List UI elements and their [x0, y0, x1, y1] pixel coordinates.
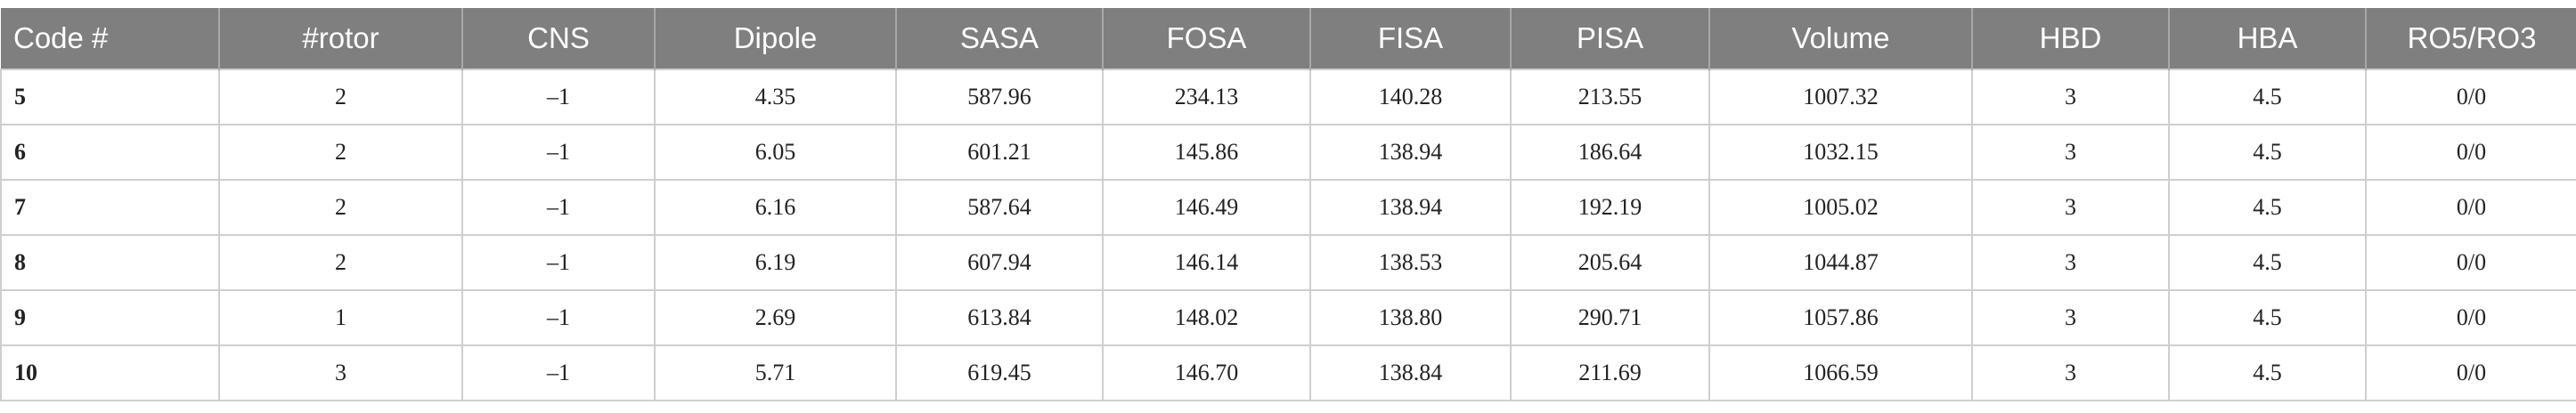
table-row: 7 2 –1 6.16 587.64 146.49 138.94 192.19 1005.02 3… [0, 179, 2576, 236]
table-cell: 619.45 [895, 344, 1104, 401]
table-row: 5 2 –1 4.35 587.96 234.13 140.28 213.55 1007.32 3… [0, 69, 2576, 126]
header-cell: Code # [1, 8, 219, 69]
table-cell: 140.28 [1309, 69, 1512, 126]
table-cell: 211.69 [1510, 344, 1710, 401]
table-cell: 7 [0, 179, 220, 236]
header-cell: FISA [1309, 8, 1511, 69]
header-cell: Volume [1708, 8, 1972, 69]
table-cell: 587.96 [895, 69, 1104, 126]
table-cell: –1 [461, 124, 656, 181]
table-cell: 2 [218, 179, 463, 236]
header-cell: Dipole [654, 8, 896, 69]
table-cell: 1005.02 [1708, 179, 1973, 236]
table-cell: 4.5 [2168, 124, 2367, 181]
table-cell: 290.71 [1510, 289, 1710, 346]
table-cell: 205.64 [1510, 234, 1710, 291]
table-row: 9 1 –1 2.69 613.84 148.02 138.80 290.71 1057.86 3… [0, 289, 2576, 346]
table-cell: 3 [218, 344, 463, 401]
table-body: 5 2 –1 4.35 587.96 234.13 140.28 213.55 1007.32 3… [0, 69, 2576, 401]
page: Code # #rotor CNS Dipole SASA FOSA FISA PISA Vol… [0, 8, 2576, 413]
table-cell: 146.49 [1102, 179, 1311, 236]
table-cell: 3 [1971, 69, 2170, 126]
table-cell: 1066.59 [1708, 344, 1973, 401]
table-cell: 1057.86 [1708, 289, 1973, 346]
table-cell: 4.5 [2168, 234, 2367, 291]
table-cell: 138.53 [1309, 234, 1512, 291]
header-cell: FOSA [1102, 8, 1310, 69]
table-cell: 138.84 [1309, 344, 1512, 401]
table-cell: 587.64 [895, 179, 1104, 236]
header-cell: PISA [1510, 8, 1709, 69]
header-cell: CNS [461, 8, 655, 69]
table-cell: 0/0 [2365, 179, 2576, 236]
table-cell: –1 [461, 234, 656, 291]
table-cell: 0/0 [2365, 289, 2576, 346]
table-cell: 146.14 [1102, 234, 1311, 291]
table-cell: 1044.87 [1708, 234, 1973, 291]
header-cell: SASA [895, 8, 1103, 69]
table-cell: 6.05 [654, 124, 897, 181]
table-cell: 234.13 [1102, 69, 1311, 126]
header-cell: HBA [2168, 8, 2366, 69]
table-cell: –1 [461, 179, 656, 236]
table-row: 10 3 –1 5.71 619.45 146.70 138.84 211.69 1066.59… [0, 344, 2576, 401]
table-cell: 192.19 [1510, 179, 1710, 236]
table-cell: 4.5 [2168, 289, 2367, 346]
table-cell: 5.71 [654, 344, 897, 401]
table-row: 6 2 –1 6.05 601.21 145.86 138.94 186.64 1032.15 3… [0, 124, 2576, 181]
table-cell: 0/0 [2365, 234, 2576, 291]
table-cell: –1 [461, 69, 656, 126]
table-cell: 3 [1971, 344, 2170, 401]
table-cell: 2.69 [654, 289, 897, 346]
table-cell: 138.80 [1309, 289, 1512, 346]
table-cell: 2 [218, 69, 463, 126]
header-cell: #rotor [218, 8, 462, 69]
table-cell: 138.94 [1309, 179, 1512, 236]
table-cell: 8 [0, 234, 220, 291]
table-cell: 1032.15 [1708, 124, 1973, 181]
table-cell: 4.5 [2168, 69, 2367, 126]
table-cell: 4.35 [654, 69, 897, 126]
table-cell: 145.86 [1102, 124, 1311, 181]
table-cell: –1 [461, 289, 656, 346]
table-cell: 6.19 [654, 234, 897, 291]
table-cell: 10 [0, 344, 220, 401]
table-cell: 3 [1971, 124, 2170, 181]
table-cell: 213.55 [1510, 69, 1710, 126]
table-row: 8 2 –1 6.19 607.94 146.14 138.53 205.64 1044.87 3… [0, 234, 2576, 291]
table-cell: 186.64 [1510, 124, 1710, 181]
table-cell: 2 [218, 124, 463, 181]
table-cell: 0/0 [2365, 344, 2576, 401]
table-cell: 3 [1971, 289, 2170, 346]
table-cell: 4.5 [2168, 179, 2367, 236]
table-cell: 613.84 [895, 289, 1104, 346]
table-cell: 4.5 [2168, 344, 2367, 401]
table-cell: 6 [0, 124, 220, 181]
table-cell: 1007.32 [1708, 69, 1973, 126]
table-cell: 3 [1971, 179, 2170, 236]
header-row: Code # #rotor CNS Dipole SASA FOSA FISA PISA Vol… [1, 8, 2576, 69]
table-cell: 9 [0, 289, 220, 346]
table-cell: 3 [1971, 234, 2170, 291]
header-cell: RO5/RO3 [2365, 8, 2576, 69]
table-cell: 0/0 [2365, 124, 2576, 181]
table-cell: 0/0 [2365, 69, 2576, 126]
table-cell: 1 [218, 289, 463, 346]
table-cell: 146.70 [1102, 344, 1311, 401]
table-cell: 607.94 [895, 234, 1104, 291]
header-cell: HBD [1971, 8, 2169, 69]
table-cell: 148.02 [1102, 289, 1311, 346]
table-cell: –1 [461, 344, 656, 401]
data-table: Code # #rotor CNS Dipole SASA FOSA FISA PISA Vol… [0, 8, 2576, 401]
table-cell: 6.16 [654, 179, 897, 236]
table-cell: 138.94 [1309, 124, 1512, 181]
table-header: Code # #rotor CNS Dipole SASA FOSA FISA PISA Vol… [1, 8, 2576, 69]
table-cell: 5 [0, 69, 220, 126]
table-cell: 2 [218, 234, 463, 291]
table-cell: 601.21 [895, 124, 1104, 181]
